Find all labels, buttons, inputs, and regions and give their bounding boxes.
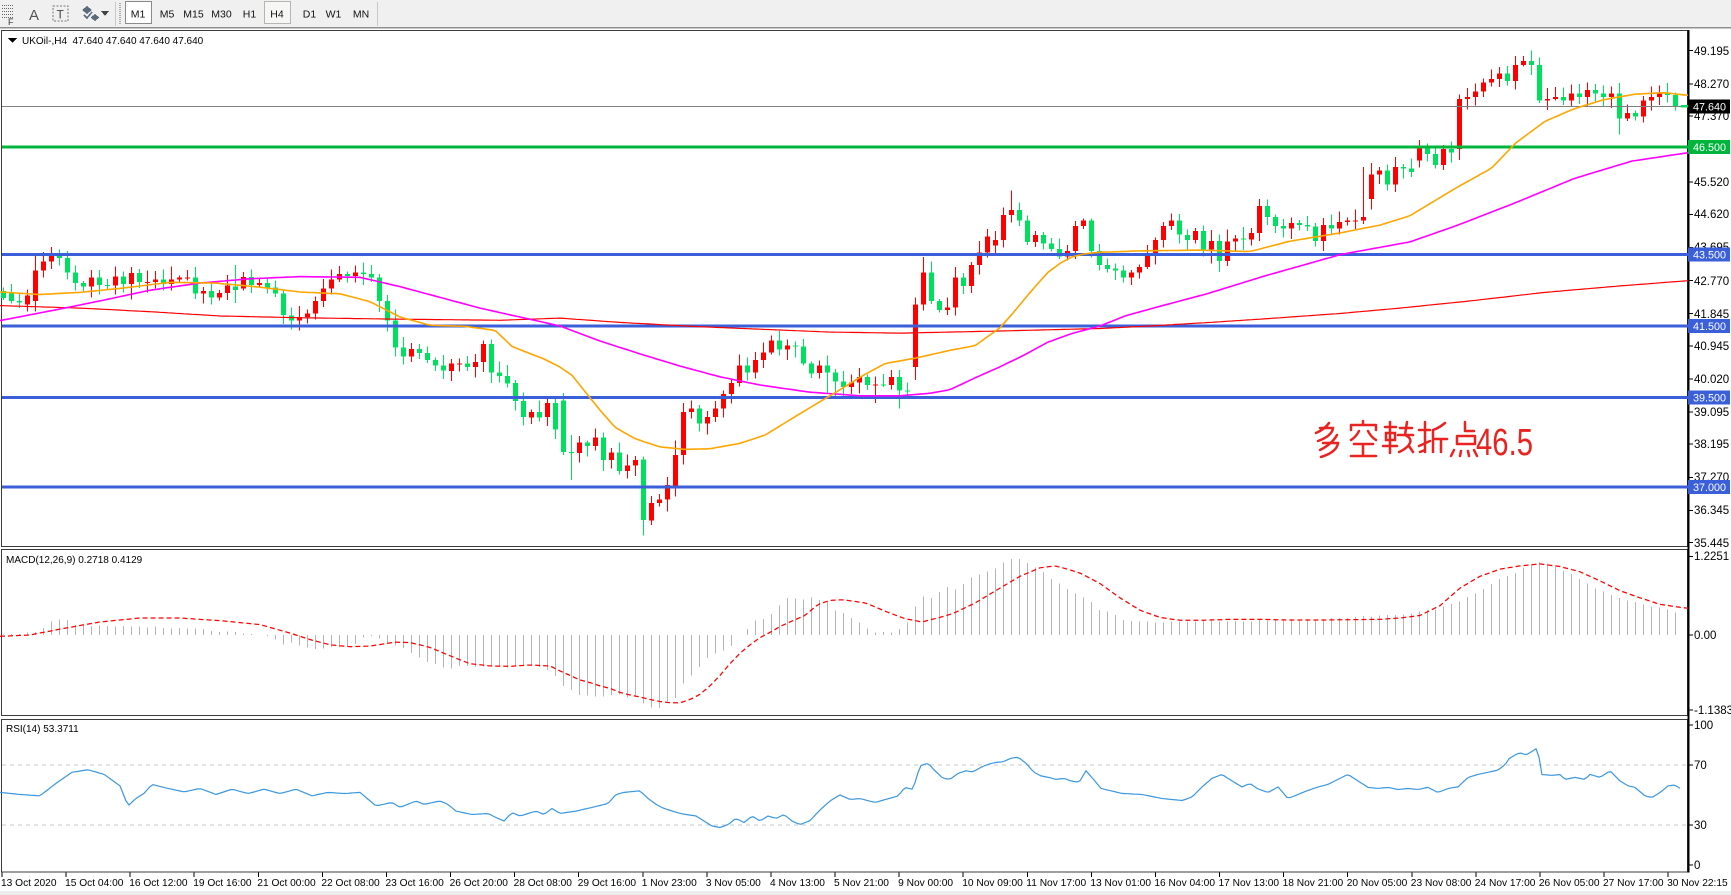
svg-text:T: T xyxy=(57,8,65,22)
svg-text:0.00: 0.00 xyxy=(1694,630,1716,642)
svg-text:18 Nov 21:00: 18 Nov 21:00 xyxy=(1283,878,1344,889)
svg-text:21 Oct 00:00: 21 Oct 00:00 xyxy=(257,878,316,889)
svg-text:W1: W1 xyxy=(326,9,342,21)
svg-text:44.620: 44.620 xyxy=(1694,209,1729,221)
svg-text:1 Nov 23:00: 1 Nov 23:00 xyxy=(642,878,697,889)
svg-text:46.5: 46.5 xyxy=(1476,422,1533,464)
svg-text:M30: M30 xyxy=(211,9,232,21)
svg-text:F: F xyxy=(8,17,14,27)
svg-text:20 Nov 05:00: 20 Nov 05:00 xyxy=(1347,878,1408,889)
svg-text:47.370: 47.370 xyxy=(1694,111,1729,123)
svg-text:37.000: 37.000 xyxy=(1693,482,1726,494)
svg-text:-1.1383: -1.1383 xyxy=(1694,705,1731,717)
svg-text:3 Nov 05:00: 3 Nov 05:00 xyxy=(706,878,761,889)
svg-text:39.500: 39.500 xyxy=(1693,393,1726,405)
svg-text:H4: H4 xyxy=(270,9,284,21)
svg-text:A: A xyxy=(29,7,39,24)
svg-text:38.195: 38.195 xyxy=(1694,439,1729,451)
svg-text:40.945: 40.945 xyxy=(1694,341,1729,353)
svg-text:RSI(14) 53.3711: RSI(14) 53.3711 xyxy=(6,724,79,735)
svg-text:13 Oct 2020: 13 Oct 2020 xyxy=(1,878,57,889)
svg-text:100: 100 xyxy=(1694,720,1713,732)
svg-text:H1: H1 xyxy=(243,9,257,21)
svg-text:13 Nov 01:00: 13 Nov 01:00 xyxy=(1090,878,1151,889)
svg-text:23 Oct 16:00: 23 Oct 16:00 xyxy=(386,878,445,889)
svg-text:43.500: 43.500 xyxy=(1693,249,1726,261)
svg-text:MN: MN xyxy=(353,9,369,21)
svg-text:0: 0 xyxy=(1694,860,1700,872)
svg-text:41.500: 41.500 xyxy=(1693,321,1726,333)
svg-text:30 Nov 22:15: 30 Nov 22:15 xyxy=(1667,878,1728,889)
svg-text:10 Nov 09:00: 10 Nov 09:00 xyxy=(962,878,1023,889)
svg-text:70: 70 xyxy=(1694,760,1707,772)
svg-text:15 Oct 04:00: 15 Oct 04:00 xyxy=(65,878,124,889)
svg-text:41.845: 41.845 xyxy=(1694,309,1729,321)
svg-text:M15: M15 xyxy=(183,9,204,21)
svg-text:22 Oct 08:00: 22 Oct 08:00 xyxy=(321,878,380,889)
svg-text:48.270: 48.270 xyxy=(1694,79,1729,91)
svg-text:28 Oct 08:00: 28 Oct 08:00 xyxy=(514,878,573,889)
svg-text:5 Nov 21:00: 5 Nov 21:00 xyxy=(834,878,889,889)
svg-text:23 Nov 08:00: 23 Nov 08:00 xyxy=(1411,878,1472,889)
svg-text:47.640: 47.640 xyxy=(1693,101,1726,113)
svg-text:M1: M1 xyxy=(131,9,146,21)
svg-text:40.020: 40.020 xyxy=(1694,374,1729,386)
svg-text:16 Oct 12:00: 16 Oct 12:00 xyxy=(129,878,188,889)
svg-text:17 Nov 13:00: 17 Nov 13:00 xyxy=(1219,878,1280,889)
svg-text:45.520: 45.520 xyxy=(1694,177,1729,189)
svg-text:1.2251: 1.2251 xyxy=(1694,551,1729,563)
svg-text:30: 30 xyxy=(1694,820,1707,832)
svg-text:UKOil-,H4 47.640 47.640 47.64: UKOil-,H4 47.640 47.640 47.640 47.640 xyxy=(22,36,204,47)
svg-text:D1: D1 xyxy=(303,9,317,21)
svg-text:42.770: 42.770 xyxy=(1694,276,1729,288)
svg-text:26 Oct 20:00: 26 Oct 20:00 xyxy=(450,878,509,889)
svg-text:M5: M5 xyxy=(160,9,175,21)
svg-text:49.195: 49.195 xyxy=(1694,46,1729,58)
svg-text:9 Nov 00:00: 9 Nov 00:00 xyxy=(898,878,953,889)
svg-text:26 Nov 05:00: 26 Nov 05:00 xyxy=(1539,878,1600,889)
svg-text:29 Oct 16:00: 29 Oct 16:00 xyxy=(578,878,637,889)
svg-text:MACD(12,26,9) 0.2718 0.4129: MACD(12,26,9) 0.2718 0.4129 xyxy=(6,555,143,566)
svg-text:46.500: 46.500 xyxy=(1693,142,1726,154)
svg-text:16 Nov 04:00: 16 Nov 04:00 xyxy=(1154,878,1215,889)
svg-text:39.095: 39.095 xyxy=(1694,407,1729,419)
svg-text:4 Nov 13:00: 4 Nov 13:00 xyxy=(770,878,825,889)
svg-text:24 Nov 17:00: 24 Nov 17:00 xyxy=(1475,878,1536,889)
svg-text:11 Nov 17:00: 11 Nov 17:00 xyxy=(1026,878,1086,889)
svg-text:27 Nov 17:00: 27 Nov 17:00 xyxy=(1603,878,1664,889)
svg-text:19 Oct 16:00: 19 Oct 16:00 xyxy=(193,878,252,889)
svg-text:36.345: 36.345 xyxy=(1694,505,1729,517)
svg-text:35.445: 35.445 xyxy=(1694,538,1729,550)
